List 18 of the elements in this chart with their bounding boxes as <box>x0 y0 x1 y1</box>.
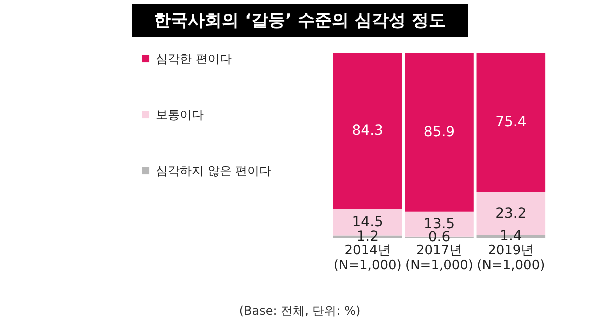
legend-label: 심각하지 않은 편이다 <box>156 164 272 178</box>
data-label: 1.2 <box>356 228 379 245</box>
x-tick-label: 2019년 (N=1,000) <box>477 244 546 274</box>
data-label: 1.4 <box>500 228 522 245</box>
data-label: 75.4 <box>496 114 527 131</box>
legend-label: 보통이다 <box>156 108 204 122</box>
legend-label: 심각한 편이다 <box>156 52 232 66</box>
chart-title: 한국사회의 ‘갈등’ 수준의 심각성 정도 <box>132 4 468 37</box>
data-label: 23.2 <box>496 206 527 222</box>
data-label: 84.3 <box>352 122 384 139</box>
bar <box>476 53 546 192</box>
x-tick-label: 2014년 (N=1,000) <box>334 244 402 274</box>
bar <box>333 53 402 209</box>
x-tick-label: 2017년 (N=1,000) <box>406 244 474 274</box>
data-label: 85.9 <box>424 124 456 140</box>
bar <box>405 53 474 212</box>
data-label: 14.5 <box>352 214 384 230</box>
text: (Base: 전체, 단위: %) <box>238 303 362 320</box>
